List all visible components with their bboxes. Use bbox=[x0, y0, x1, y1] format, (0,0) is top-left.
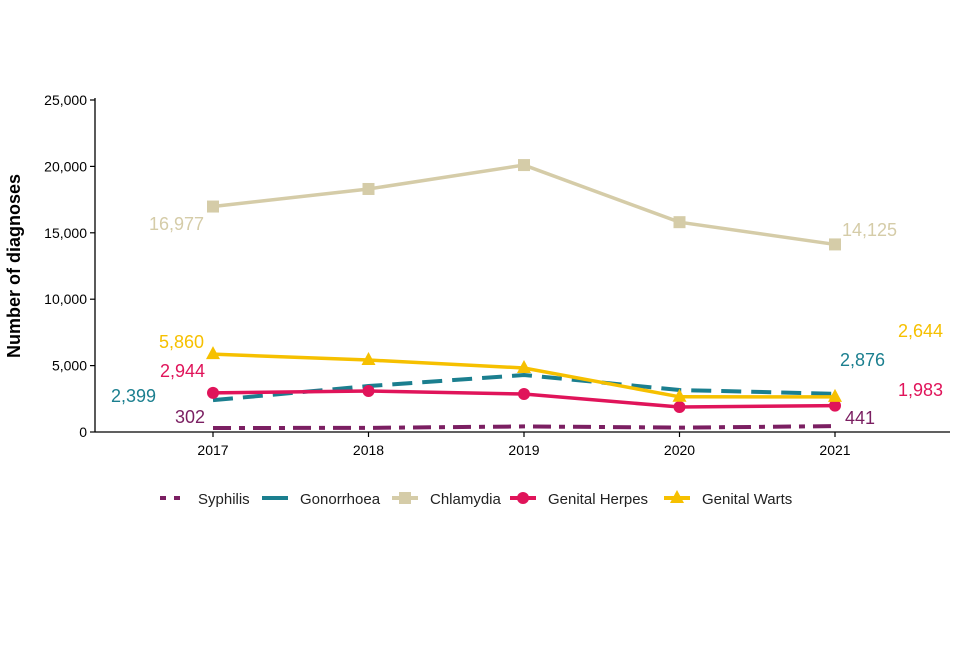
data-label-genital-warts-first: 5,860 bbox=[159, 332, 204, 352]
data-point-chlamydia bbox=[362, 182, 375, 195]
data-point-genital-warts bbox=[361, 352, 376, 366]
data-label-genital-herpes-last: 1,983 bbox=[898, 380, 943, 400]
data-point-genital-herpes bbox=[207, 386, 219, 399]
legend-label-syphilis: Syphilis bbox=[198, 491, 250, 508]
y-tick-label: 10,000 bbox=[44, 291, 87, 307]
data-label-syphilis-last: 441 bbox=[845, 408, 875, 428]
x-tick-label: 2021 bbox=[819, 442, 850, 458]
legend-label-genital-warts: Genital Warts bbox=[702, 491, 792, 508]
data-point-genital-herpes bbox=[673, 401, 686, 414]
data-point-chlamydia bbox=[829, 238, 841, 251]
y-tick-label: 20,000 bbox=[44, 158, 87, 174]
y-axis-label: Number of diagnoses bbox=[4, 174, 24, 358]
y-tick-label: 25,000 bbox=[44, 92, 87, 108]
series-line-chlamydia bbox=[212, 163, 836, 247]
data-point-chlamydia bbox=[518, 159, 530, 172]
data-label-genital-herpes-first: 2,944 bbox=[160, 361, 205, 381]
legend-label-gonorrhoea: Gonorrhoea bbox=[300, 491, 381, 508]
data-point-genital-herpes bbox=[362, 384, 375, 397]
y-tick-label: 0 bbox=[79, 424, 87, 440]
x-tick-label: 2019 bbox=[508, 442, 539, 458]
data-point-chlamydia bbox=[207, 200, 219, 213]
data-point-genital-warts bbox=[206, 346, 220, 360]
data-label-syphilis-first: 302 bbox=[175, 407, 205, 427]
data-point-genital-herpes bbox=[829, 399, 841, 412]
data-label-gonorrhoea-last: 2,876 bbox=[840, 350, 885, 370]
legend-label-genital-herpes: Genital Herpes bbox=[548, 491, 648, 508]
x-tick-label: 2017 bbox=[197, 442, 228, 458]
data-label-gonorrhoea-first: 2,399 bbox=[111, 386, 156, 406]
data-point-genital-herpes bbox=[518, 388, 530, 401]
legend-label-chlamydia: Chlamydia bbox=[430, 491, 502, 508]
y-tick-label: 5,000 bbox=[52, 358, 87, 374]
series-line-syphilis bbox=[212, 424, 836, 430]
legend-key-marker-genital-herpes bbox=[517, 492, 529, 504]
data-label-chlamydia-last: 14,125 bbox=[842, 220, 897, 240]
legend-key-marker-genital-warts bbox=[670, 490, 684, 503]
data-point-genital-warts bbox=[517, 359, 531, 373]
data-point-genital-warts bbox=[828, 388, 842, 402]
legend-key-marker-chlamydia bbox=[399, 492, 411, 504]
data-label-chlamydia-first: 16,977 bbox=[149, 214, 204, 234]
data-point-chlamydia bbox=[673, 216, 686, 229]
data-point-genital-warts bbox=[672, 388, 687, 402]
data-label-genital-warts-last: 2,644 bbox=[898, 321, 943, 341]
x-tick-label: 2020 bbox=[664, 442, 695, 458]
y-tick-label: 15,000 bbox=[44, 225, 87, 241]
x-tick-label: 2018 bbox=[353, 442, 384, 458]
